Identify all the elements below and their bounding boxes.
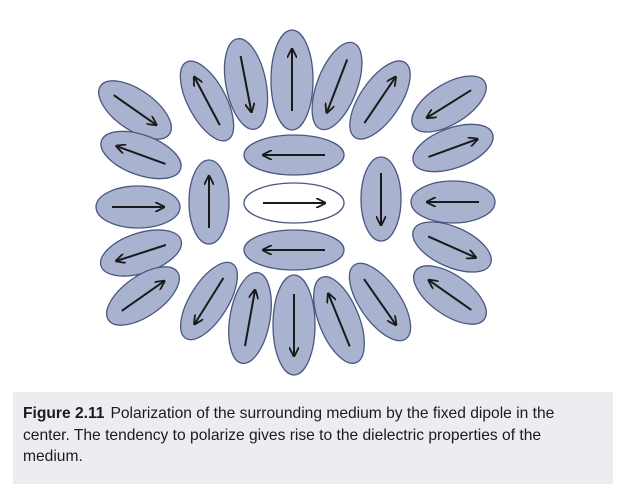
polarization-diagram xyxy=(95,29,496,376)
dipole-arrow xyxy=(429,280,472,311)
dipole-inner-left xyxy=(188,159,230,245)
dipole-arrow xyxy=(116,244,167,261)
dipole-bottom xyxy=(272,274,316,376)
dipole-top xyxy=(270,29,314,131)
dipole-arrow xyxy=(363,278,396,325)
dipole-top-right-outer xyxy=(411,75,487,133)
dipole-arrow xyxy=(327,59,349,112)
dipole-arrow xyxy=(121,281,165,312)
figure-caption: Figure 2.11 Polarization of the surroundi… xyxy=(23,403,603,468)
dipole-bottom-right-3 xyxy=(313,276,365,364)
dipole-top-left-3 xyxy=(223,38,269,130)
dipole-arrow xyxy=(428,139,478,158)
dipole-arrow xyxy=(328,294,351,347)
dipole-right-lower xyxy=(412,221,492,273)
dipole-right-mid xyxy=(410,180,496,224)
dipole-top-right-3 xyxy=(311,41,363,131)
dipole-bottom-right-outer xyxy=(413,265,487,325)
dipole-arrow xyxy=(244,290,255,347)
figure xyxy=(95,29,496,376)
dipole-arrow xyxy=(239,55,252,112)
dipole-arrow xyxy=(194,77,221,126)
dipole-top-left-2 xyxy=(179,60,235,142)
dipole-top-left-outer xyxy=(98,80,172,140)
caption-box: Figure 2.11 Polarization of the surroundi… xyxy=(13,392,613,484)
caption-text: Polarization of the surrounding medium b… xyxy=(23,405,555,465)
dipole-top-right-2 xyxy=(349,60,411,140)
dipole-bottom-left-outer xyxy=(106,266,180,326)
dipole-bottom-left-3 xyxy=(228,271,272,365)
dipole-arrow xyxy=(113,94,157,125)
dipole-bottom-left-2 xyxy=(180,261,238,341)
dipole-inner-top xyxy=(243,134,345,176)
dipole-arrow xyxy=(363,77,395,124)
dipole-arrow xyxy=(427,235,476,257)
dipole-arrow xyxy=(117,146,166,165)
dipole-center-fixed xyxy=(243,182,345,224)
dipole-right-upper xyxy=(412,123,494,173)
figure-label: Figure 2.11 xyxy=(23,405,105,422)
dipole-arrow xyxy=(195,277,225,324)
dipole-left-upper xyxy=(100,130,182,180)
dipole-bottom-right-2 xyxy=(348,262,412,342)
dipole-arrow xyxy=(427,89,472,118)
dipole-inner-right xyxy=(360,156,402,242)
dipole-left-mid xyxy=(95,185,181,229)
dipole-inner-bottom xyxy=(243,229,345,271)
